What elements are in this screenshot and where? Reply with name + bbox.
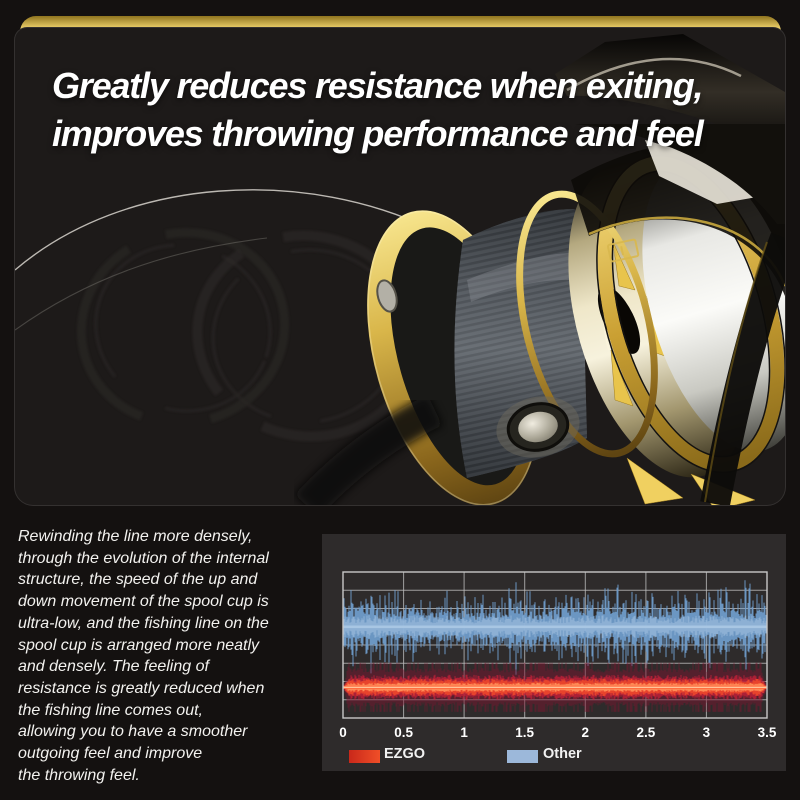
- fishing-line: [15, 189, 440, 271]
- reel-product-photo: [15, 34, 785, 505]
- vibration-chart: 0 0.5 1 1.5 2 2.5 3 3.5: [339, 571, 777, 740]
- rotor-arm: [555, 34, 785, 505]
- svg-text:2: 2: [582, 725, 590, 740]
- legend-label-ezgo: EZGO: [384, 746, 426, 762]
- svg-text:3: 3: [703, 725, 711, 740]
- spool-rivet: [496, 396, 580, 458]
- svg-text:2.5: 2.5: [637, 725, 656, 740]
- fishing-line-faint: [15, 237, 268, 331]
- legend-label-other: Other: [543, 746, 582, 762]
- logo-badge: [607, 238, 640, 263]
- svg-text:0.5: 0.5: [394, 725, 413, 740]
- headline: Greatly reduces resistance when exiting,…: [52, 65, 704, 154]
- legend-swatch-other: [507, 750, 538, 763]
- foreground-line-blur: [294, 394, 443, 505]
- svg-text:1.5: 1.5: [515, 725, 534, 740]
- vibration-chart-panel: 0 0.5 1 1.5 2 2.5 3 3.5 EZGO Other: [322, 534, 786, 771]
- svg-text:1: 1: [460, 725, 468, 740]
- spool-front-ring: [516, 190, 658, 458]
- svg-text:0: 0: [339, 725, 347, 740]
- line-clip: [376, 279, 398, 313]
- legend-swatch-ezgo: [349, 750, 380, 763]
- description-text: Rewinding the line more densely, through…: [18, 528, 269, 784]
- svg-text:3.5: 3.5: [758, 725, 777, 740]
- hero-card: Greatly reduces resistance when exiting,…: [15, 28, 785, 505]
